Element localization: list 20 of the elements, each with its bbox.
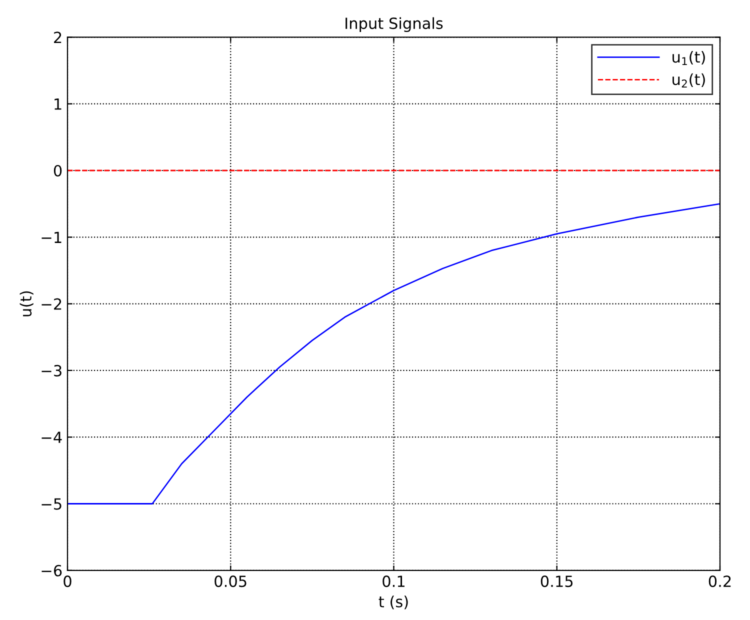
y-tick-label: −4 [42,432,62,443]
y-axis-title: u(t) [20,291,34,316]
y-tick-label: −5 [42,498,62,510]
legend-label: u$_{2}$(t) [672,73,705,88]
x-tick-label: 0.2 [708,576,731,588]
legend-label: u$_{1}$(t) [672,50,705,66]
y-tick-label: −2 [42,298,62,310]
x-tick-label: 0.1 [382,576,404,588]
y-tick-label: −3 [42,364,62,376]
y-tick-label: −1 [42,232,62,243]
x-axis-title: t (s) [378,596,408,610]
y-tick-label: −6 [42,564,62,576]
y-tick-label: 0 [54,164,62,177]
line-series [68,203,720,504]
x-tick-label: 0.05 [214,576,246,588]
x-tick-label: 0.15 [540,576,573,588]
y-tick-label: 2 [54,32,62,44]
x-tick-label: 0 [64,576,72,588]
chart-title: Input Signals [346,17,443,32]
y-tick-label: 1 [54,98,62,110]
